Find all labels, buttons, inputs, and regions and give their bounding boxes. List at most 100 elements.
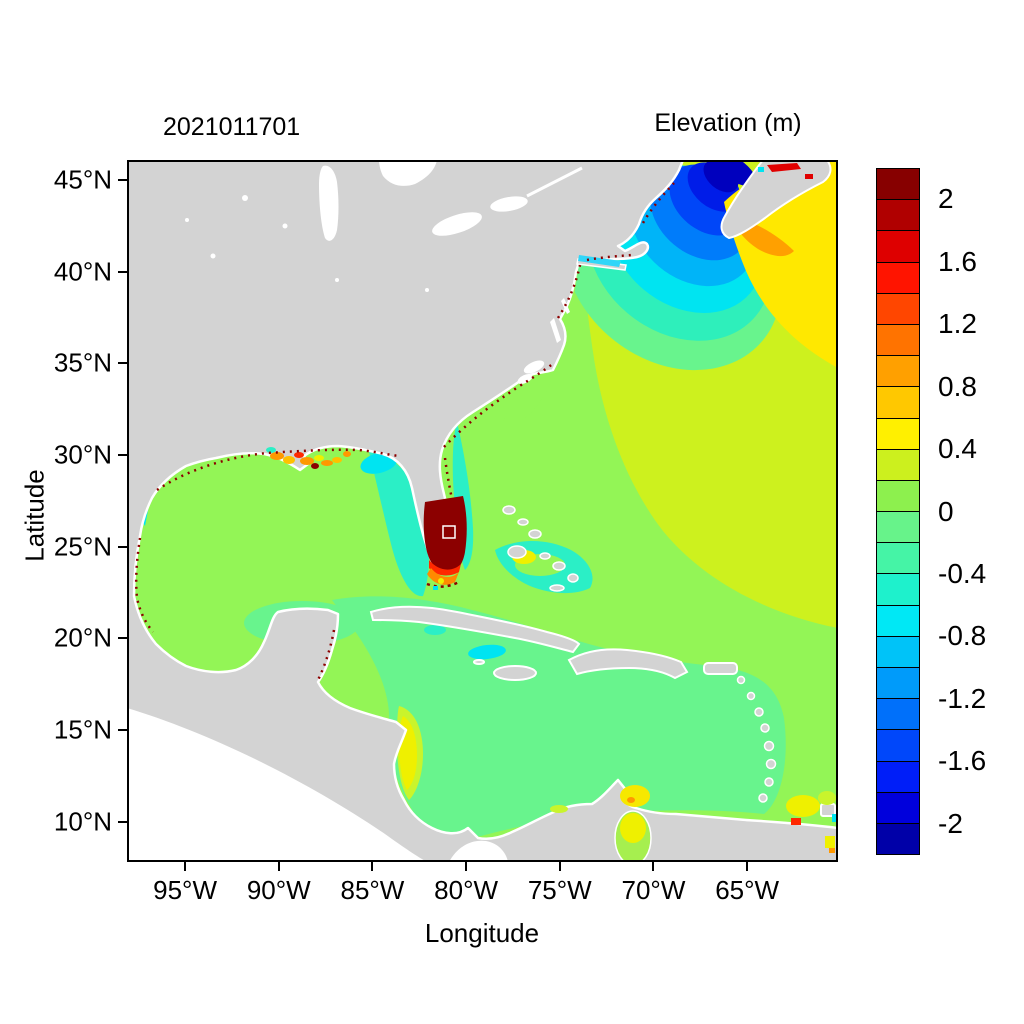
- run-date-title: 2021011701: [163, 113, 301, 141]
- lake-okeechobee-outline: [442, 525, 456, 539]
- la-patch: [332, 457, 342, 463]
- colorbar-tick-label: -1.6: [938, 745, 987, 777]
- bahama-speck: [517, 518, 529, 526]
- gulf-of-paria-red: [791, 818, 801, 825]
- y-tick-mark: [118, 820, 127, 823]
- x-tick-mark: [277, 862, 280, 871]
- minas-cyan-dot: [758, 167, 764, 172]
- bahama-speck: [552, 561, 566, 571]
- x-tick-mark: [558, 862, 561, 871]
- y-tick-label: 25°N: [53, 531, 112, 562]
- region-minas-basin: [758, 163, 813, 179]
- colorbar-band: [877, 417, 919, 449]
- y-tick-label: 40°N: [53, 256, 112, 287]
- gulf-of-venezuela-yellow: [620, 785, 650, 807]
- y-tick-mark: [118, 270, 127, 273]
- lake-maracaibo-yellow: [620, 813, 646, 843]
- x-tick-label: 95°W: [153, 875, 217, 905]
- lake-speck: [282, 223, 288, 229]
- x-tick-mark: [652, 862, 655, 871]
- plot-frame: [127, 160, 838, 862]
- x-tick-label: 65°W: [715, 875, 780, 905]
- colorbar-band: [877, 323, 919, 356]
- la-patch: [294, 452, 304, 458]
- colorbar-tick-label: 2: [938, 183, 954, 215]
- y-tick-mark: [118, 545, 127, 548]
- speckle-southeast-coast: [443, 361, 555, 448]
- great-lakes: [319, 160, 583, 241]
- antilles-island: [746, 691, 756, 701]
- colorbar-band: [877, 479, 919, 512]
- island-nova-scotia: [720, 160, 832, 240]
- colorbar-band: [877, 261, 919, 293]
- colorbar-tick-label: 1.6: [938, 245, 977, 277]
- colorbar-tick-label: -2: [938, 807, 963, 839]
- y-tick-mark: [118, 362, 127, 365]
- la-patch: [270, 452, 284, 460]
- islands: [369, 160, 836, 817]
- bahama-speck: [549, 584, 565, 592]
- region-caribbean-sea: [332, 596, 786, 838]
- colorbar-band: [877, 573, 919, 605]
- st-lawrence-river: [526, 166, 583, 198]
- albemarle-sound: [517, 374, 533, 384]
- y-tick-label: 45°N: [53, 164, 112, 195]
- speckle-belize-coast: [316, 629, 336, 681]
- antilles-island: [763, 740, 775, 752]
- colorbar-band: [877, 199, 919, 231]
- colorbar-band: [877, 386, 919, 418]
- la-patch: [300, 457, 314, 465]
- y-tick-mark: [118, 729, 127, 732]
- orinoco-orange-dot: [829, 848, 835, 853]
- colorbar-band: [877, 698, 919, 730]
- y-tick-label: 15°N: [53, 714, 112, 745]
- colorbar-tick-label: 0.4: [938, 433, 977, 465]
- colorbar-band: [877, 355, 919, 387]
- x-tick-label: 85°W: [340, 875, 405, 905]
- antilles-island: [754, 707, 764, 717]
- x-tick-label: 90°W: [246, 875, 311, 905]
- island-jamaica: [493, 665, 537, 681]
- colorbar-band: [877, 729, 919, 761]
- colombia-coast-yellowgreen: [550, 805, 568, 813]
- y-tick-label: 35°N: [53, 347, 112, 378]
- pamlico-sound: [523, 360, 545, 374]
- trinidad-yellowgreen: [818, 791, 836, 805]
- colorbar-band: [877, 448, 919, 480]
- lake-huron: [379, 160, 437, 186]
- region-south-florida-surge: [423, 496, 467, 590]
- coastal-lagoons: [517, 298, 570, 384]
- antilles-island: [765, 758, 777, 770]
- surge-red-fringe: [429, 560, 461, 576]
- edge-cyan-dot: [832, 814, 837, 822]
- colorbar-band: [877, 791, 919, 823]
- speckle-northeast-coast: [556, 182, 675, 319]
- antilles-island: [736, 675, 746, 685]
- colorbar-band: [877, 542, 919, 574]
- bahama-speck: [502, 505, 516, 515]
- keys-cyan-dot: [433, 586, 438, 590]
- trinidad-yellow-west: [786, 795, 820, 817]
- x-tick-label: 80°W: [434, 875, 499, 905]
- region-cuba-south-teal: [424, 625, 446, 635]
- bahama-speck: [528, 529, 542, 539]
- antilles-island: [758, 793, 768, 803]
- colorbar-tick-label: -0.8: [938, 620, 987, 652]
- minas-red-dot: [805, 174, 813, 179]
- x-tick-mark: [371, 862, 374, 871]
- speckle-gulf-coast: [156, 448, 400, 492]
- x-tick-mark: [746, 862, 749, 871]
- elevation-colorbar: [876, 168, 920, 855]
- chesapeake-bay: [550, 318, 561, 343]
- la-patch: [321, 460, 333, 466]
- lake-erie: [432, 212, 482, 236]
- colorbar-band: [877, 667, 919, 699]
- bahama-speck: [507, 545, 527, 559]
- region-big-bend-cyan: [360, 452, 398, 474]
- y-tick-mark: [118, 454, 127, 457]
- la-patch: [283, 456, 295, 464]
- region-gulf-of-panama-no-data: [449, 840, 508, 862]
- small-lakes: [185, 195, 429, 292]
- x-tick-mark: [465, 862, 468, 871]
